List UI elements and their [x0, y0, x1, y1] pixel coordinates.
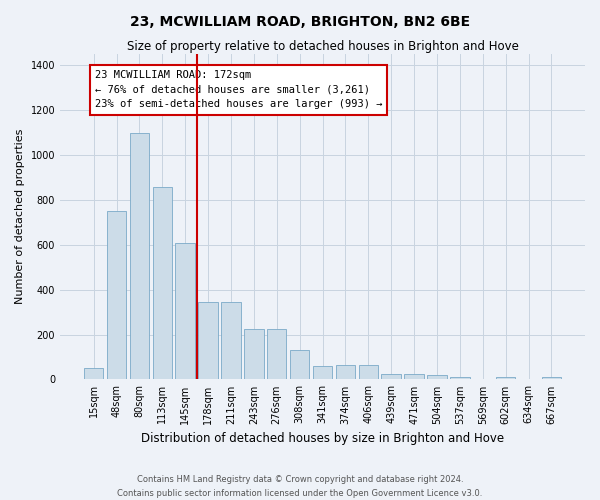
Bar — [542, 377, 561, 380]
Y-axis label: Number of detached properties: Number of detached properties — [15, 129, 25, 304]
Bar — [359, 365, 378, 380]
Bar — [152, 186, 172, 380]
Bar — [244, 329, 263, 380]
Text: 23, MCWILLIAM ROAD, BRIGHTON, BN2 6BE: 23, MCWILLIAM ROAD, BRIGHTON, BN2 6BE — [130, 15, 470, 29]
Bar — [107, 211, 126, 380]
Bar — [335, 365, 355, 380]
Bar — [427, 375, 446, 380]
Bar — [313, 366, 332, 380]
Text: 23 MCWILLIAM ROAD: 172sqm
← 76% of detached houses are smaller (3,261)
23% of se: 23 MCWILLIAM ROAD: 172sqm ← 76% of detac… — [95, 70, 382, 110]
Bar — [130, 132, 149, 380]
Bar — [290, 350, 310, 380]
Bar — [199, 302, 218, 380]
Bar — [450, 377, 470, 380]
Bar — [267, 329, 286, 380]
Bar — [382, 374, 401, 380]
Bar — [221, 302, 241, 380]
Bar — [496, 377, 515, 380]
X-axis label: Distribution of detached houses by size in Brighton and Hove: Distribution of detached houses by size … — [141, 432, 504, 445]
Bar — [404, 374, 424, 380]
Bar — [84, 368, 103, 380]
Bar — [175, 242, 195, 380]
Title: Size of property relative to detached houses in Brighton and Hove: Size of property relative to detached ho… — [127, 40, 518, 53]
Text: Contains HM Land Registry data © Crown copyright and database right 2024.
Contai: Contains HM Land Registry data © Crown c… — [118, 476, 482, 498]
